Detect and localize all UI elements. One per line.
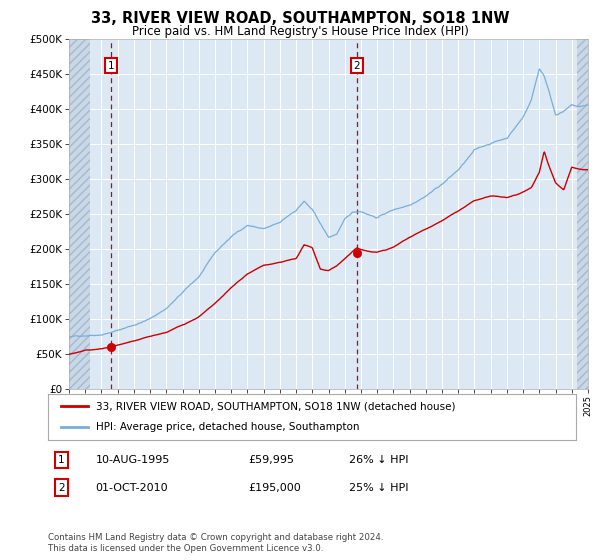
Text: 33, RIVER VIEW ROAD, SOUTHAMPTON, SO18 1NW (detached house): 33, RIVER VIEW ROAD, SOUTHAMPTON, SO18 1… <box>95 401 455 411</box>
Text: 2: 2 <box>58 483 65 493</box>
Text: 26% ↓ HPI: 26% ↓ HPI <box>349 455 409 465</box>
Text: 01-OCT-2010: 01-OCT-2010 <box>95 483 168 493</box>
Text: 33, RIVER VIEW ROAD, SOUTHAMPTON, SO18 1NW: 33, RIVER VIEW ROAD, SOUTHAMPTON, SO18 1… <box>91 11 509 26</box>
Text: 2: 2 <box>353 61 360 71</box>
Text: 1: 1 <box>58 455 65 465</box>
Bar <box>577 39 588 389</box>
Bar <box>69 39 90 389</box>
Text: £59,995: £59,995 <box>248 455 295 465</box>
Text: Contains HM Land Registry data © Crown copyright and database right 2024.
This d: Contains HM Land Registry data © Crown c… <box>48 533 383 553</box>
Text: 10-AUG-1995: 10-AUG-1995 <box>95 455 170 465</box>
Text: 1: 1 <box>108 61 115 71</box>
Text: Price paid vs. HM Land Registry's House Price Index (HPI): Price paid vs. HM Land Registry's House … <box>131 25 469 38</box>
Text: HPI: Average price, detached house, Southampton: HPI: Average price, detached house, Sout… <box>95 422 359 432</box>
Text: 25% ↓ HPI: 25% ↓ HPI <box>349 483 409 493</box>
Text: £195,000: £195,000 <box>248 483 301 493</box>
